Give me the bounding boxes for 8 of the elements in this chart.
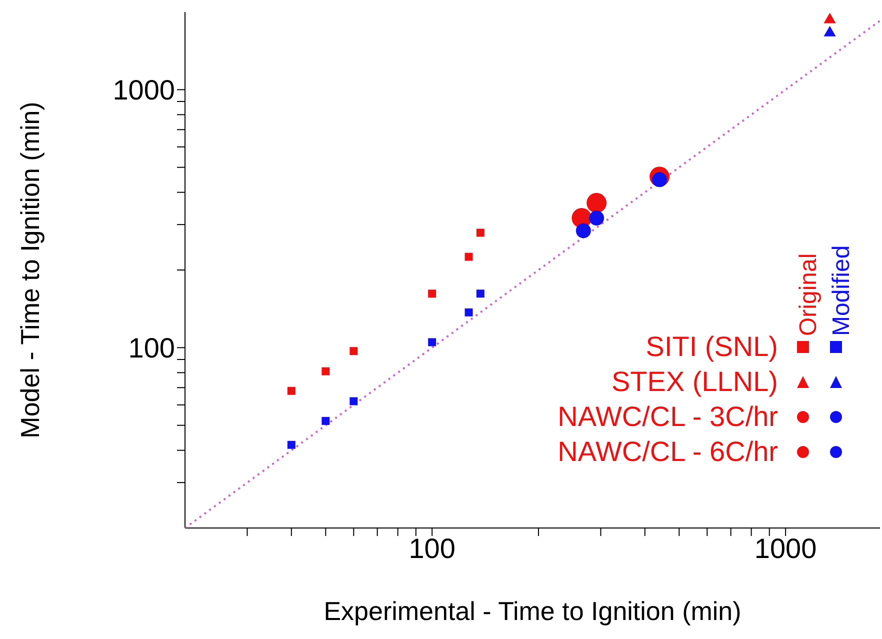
annotation: SITI (SNL) — [646, 330, 778, 364]
x-axis-title: Experimental - Time to Ignition (min) — [324, 596, 742, 626]
y-axis-title: Model - Time to Ignition (min) — [15, 102, 46, 438]
annotation: STEX (LLNL) — [612, 365, 778, 399]
annotation: NAWC/CL - 3C/hr — [558, 400, 778, 434]
annotation: Original — [795, 253, 823, 336]
annotation: NAWC/CL - 6C/hr — [558, 435, 778, 469]
annotation: Modified — [828, 245, 856, 336]
